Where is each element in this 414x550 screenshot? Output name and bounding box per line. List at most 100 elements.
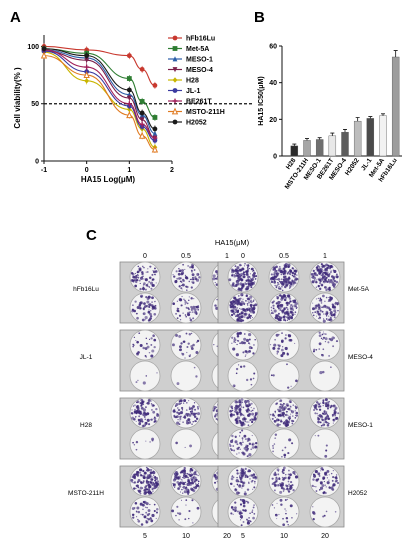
colony: [287, 407, 291, 411]
colony: [191, 278, 194, 281]
colony: [172, 274, 174, 276]
colony: [329, 288, 331, 290]
colony: [328, 308, 332, 311]
colony: [235, 367, 239, 371]
colony: [327, 267, 329, 269]
colony: [325, 412, 328, 415]
colony: [239, 498, 242, 501]
colony: [317, 307, 321, 311]
colony: [176, 277, 179, 280]
colony: [287, 271, 290, 273]
colony: [134, 275, 138, 279]
colony: [182, 263, 185, 266]
colony: [290, 481, 293, 484]
colony: [296, 414, 298, 417]
colony: [310, 272, 314, 276]
colony: [146, 300, 150, 304]
colony: [278, 304, 282, 307]
colony: [323, 275, 326, 277]
colony: [193, 415, 197, 419]
colony: [322, 401, 325, 404]
colony: [284, 337, 287, 340]
series-group: [40, 42, 159, 154]
colony: [184, 274, 187, 277]
x-tick-label: -1: [41, 167, 47, 174]
colony: [287, 265, 290, 269]
colony: [270, 280, 274, 284]
colony: [252, 516, 255, 520]
colony: [231, 304, 235, 308]
concentration-title: HA15(μM): [215, 238, 250, 247]
colony: [176, 317, 179, 320]
colony: [280, 301, 282, 303]
colony: [334, 406, 338, 410]
colony: [254, 278, 257, 280]
colony: [324, 300, 326, 303]
colony: [247, 414, 250, 417]
colony: [245, 350, 249, 354]
colony: [189, 318, 193, 322]
colony: [246, 409, 249, 412]
axis-a-frame: [43, 35, 172, 162]
colony: [250, 311, 252, 314]
dose-label-bottom: 10: [280, 533, 288, 540]
colony: [315, 268, 317, 270]
colony: [140, 513, 142, 516]
colony: [183, 471, 186, 475]
colony: [239, 307, 241, 310]
colony: [133, 309, 136, 313]
colony: [152, 334, 155, 337]
colony: [279, 399, 283, 402]
colony: [251, 434, 253, 437]
colony: [248, 276, 251, 278]
error-bar: [393, 50, 398, 57]
colony: [324, 398, 328, 402]
colony: [321, 266, 323, 268]
colony: [183, 298, 185, 301]
colony: [131, 476, 134, 478]
colony: [315, 281, 318, 284]
colony: [329, 267, 332, 270]
colony: [187, 478, 190, 482]
cell-line-label: hFb16Lu: [73, 286, 99, 293]
colony: [290, 413, 292, 415]
colony: [337, 412, 340, 415]
colony: [234, 407, 238, 412]
colony: [193, 298, 195, 300]
colony: [180, 304, 183, 307]
colony: [130, 478, 134, 482]
data-point: [84, 78, 90, 84]
colony: [320, 302, 323, 304]
colony: [294, 410, 296, 412]
colony: [140, 295, 143, 298]
colony: [234, 418, 238, 422]
colony: [196, 341, 198, 343]
colony: [246, 264, 248, 266]
colony: [184, 357, 186, 359]
colony: [136, 481, 139, 484]
colony: [280, 412, 282, 414]
colony: [196, 417, 198, 419]
colony: [321, 484, 325, 488]
colony: [272, 312, 275, 314]
colony: [240, 289, 243, 292]
colony: [315, 490, 318, 492]
colony: [325, 444, 328, 447]
colony: [233, 449, 236, 452]
legend-label: MSTO-211H: [186, 109, 225, 116]
legend-label: hFb16Lu: [186, 36, 215, 43]
colony: [323, 492, 325, 495]
colony: [149, 281, 154, 285]
colony: [190, 412, 193, 415]
colony: [250, 420, 254, 424]
colony: [154, 304, 157, 307]
colony: [317, 417, 319, 419]
colony: [289, 269, 293, 273]
colony: [147, 518, 150, 521]
colony: [281, 289, 284, 292]
colony: [193, 481, 196, 483]
colony: [247, 438, 251, 442]
colony: [143, 515, 147, 519]
colony: [135, 440, 139, 444]
colony: [293, 278, 297, 282]
